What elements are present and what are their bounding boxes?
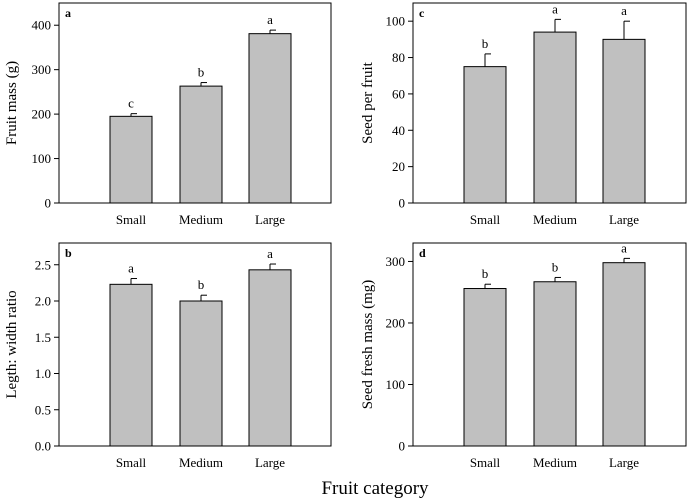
y-tick-label: 2.0 [35, 294, 51, 309]
bar-small [109, 283, 153, 447]
significance-letter: b [198, 65, 205, 80]
x-tick-label: Small [470, 212, 501, 227]
y-tick-label: 100 [386, 14, 406, 29]
y-tick-label: 80 [392, 50, 405, 65]
significance-letter: a [552, 1, 558, 16]
bar-large [248, 269, 292, 447]
significance-letter: a [267, 12, 273, 27]
significance-letter: b [482, 36, 489, 51]
y-axis-title: Seed fresh mass (mg) [360, 280, 376, 410]
y-tick-label: 60 [392, 86, 405, 101]
y-tick-label: 0.5 [35, 402, 51, 417]
x-tick-label: Large [255, 455, 285, 470]
y-tick-label: 2.5 [35, 257, 51, 272]
y-tick-label: 400 [32, 18, 52, 33]
significance-letter: a [128, 261, 134, 276]
x-tick-label: Medium [179, 212, 223, 227]
x-tick-label: Medium [179, 455, 223, 470]
bar-large [602, 38, 646, 204]
y-tick-label: 20 [392, 159, 405, 174]
y-tick-label: 0 [399, 196, 406, 211]
x-tick-label: Large [609, 212, 639, 227]
x-tick-label: Medium [533, 212, 577, 227]
x-tick-label: Large [609, 455, 639, 470]
bar-small [109, 115, 153, 204]
y-tick-label: 0 [399, 439, 406, 454]
panel-a: a 0 100 200 300 400 Fruit mass (g) c Small b Mediu… [4, 2, 332, 227]
bar-medium [533, 31, 577, 204]
panel-letter: d [419, 246, 426, 260]
panel-c: c 0 20 40 60 80 100 Seed per fruit b Small a Medium… [360, 1, 687, 227]
significance-letter: c [128, 96, 134, 111]
y-tick-label: 0.0 [35, 439, 51, 454]
panel-b: b 0.0 0.5 1.0 1.5 2.0 2.5 Legth: width ratio a Sm… [4, 242, 332, 470]
x-tick-label: Large [255, 212, 285, 227]
bar-medium [533, 281, 577, 447]
x-axis-title: Fruit category [321, 478, 429, 499]
y-axis-title: Fruit mass (g) [4, 61, 20, 145]
significance-letter: a [621, 3, 627, 18]
bar-small [463, 66, 507, 204]
panel-letter: a [65, 6, 71, 20]
bar-large [248, 33, 292, 204]
y-axis-title: Seed per fruit [360, 61, 376, 143]
bar-small [463, 288, 507, 447]
bar-medium [179, 300, 223, 447]
y-tick-label: 300 [32, 62, 52, 77]
panel-letter: c [419, 6, 425, 20]
significance-letter: a [267, 246, 273, 261]
y-axis-title: Legth: width ratio [4, 290, 20, 398]
x-tick-label: Medium [533, 455, 577, 470]
y-tick-label: 200 [386, 315, 406, 330]
y-tick-label: 200 [32, 107, 52, 122]
y-tick-label: 100 [32, 151, 52, 166]
y-tick-label: 1.5 [35, 330, 51, 345]
panel-letter: b [65, 246, 72, 260]
bar-medium [179, 85, 223, 204]
significance-letter: b [198, 277, 205, 292]
y-tick-label: 300 [386, 254, 406, 269]
y-tick-label: 100 [386, 377, 406, 392]
significance-letter: a [621, 240, 627, 255]
x-tick-label: Small [116, 212, 147, 227]
significance-letter: b [482, 266, 489, 281]
y-tick-label: 40 [392, 123, 405, 138]
y-tick-label: 0 [45, 196, 52, 211]
x-tick-label: Small [116, 455, 147, 470]
significance-letter: b [552, 259, 559, 274]
x-tick-label: Small [470, 455, 501, 470]
y-tick-label: 1.0 [35, 366, 51, 381]
bar-large [602, 262, 646, 447]
panel-d: d 0 100 200 300 Seed fresh mass (mg) b Small b Me… [360, 240, 687, 470]
